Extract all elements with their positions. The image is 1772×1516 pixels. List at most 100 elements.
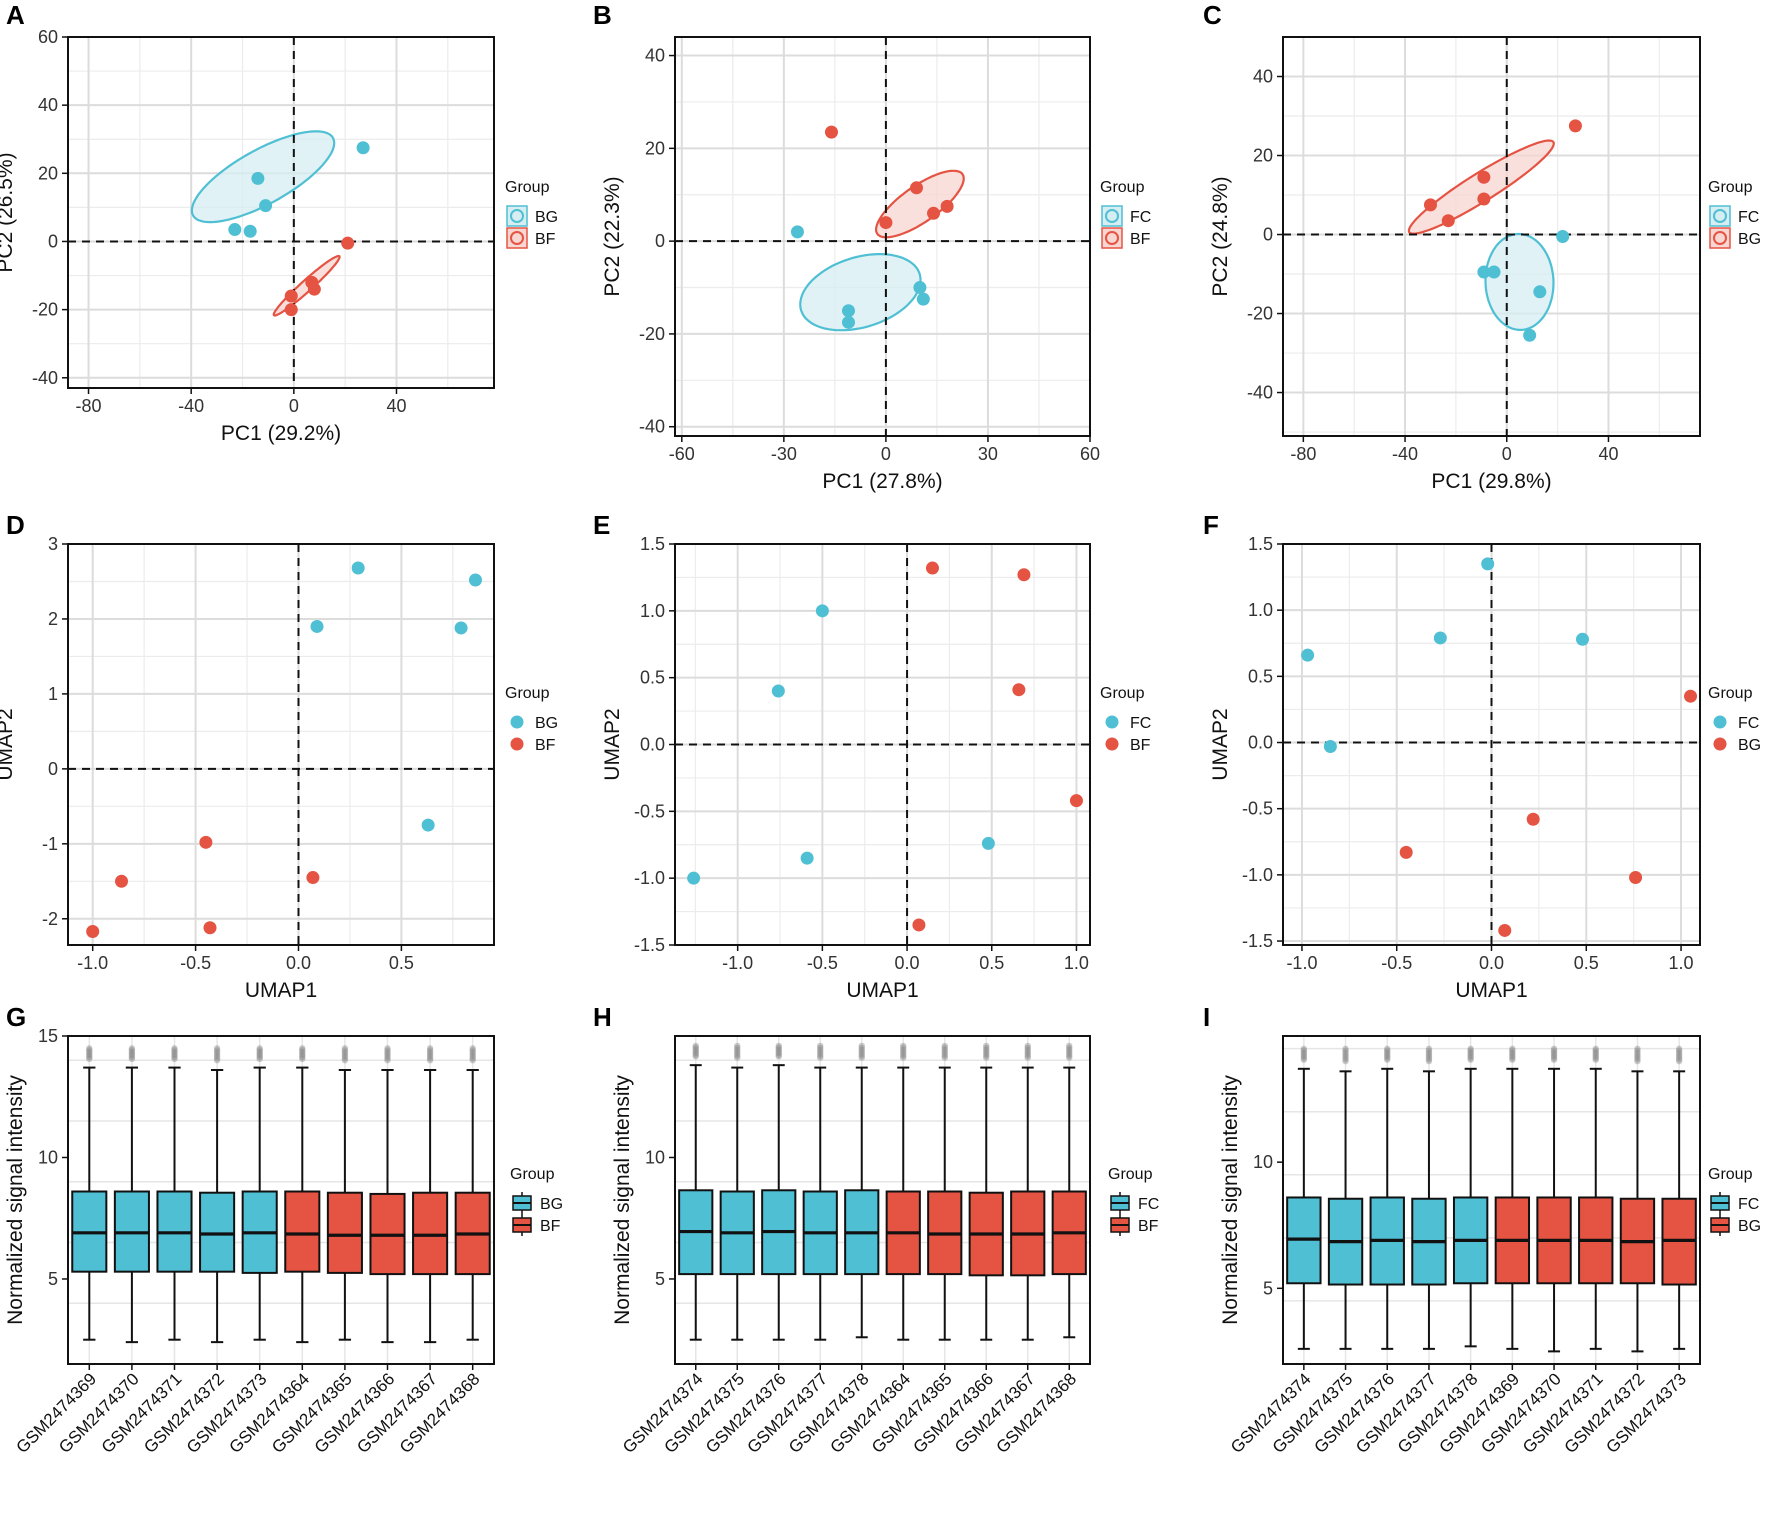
outlier-point [858, 1046, 865, 1054]
outlier-point [256, 1045, 263, 1052]
outlier-point [213, 1055, 221, 1062]
data-point-fc [1433, 631, 1447, 645]
x-tick-label: 0 [1502, 444, 1512, 464]
legend-label: BG [535, 715, 558, 732]
y-axis-title: Normalized signal intensity [611, 1075, 634, 1325]
outlier-point [86, 1052, 93, 1059]
data-point-bf [284, 303, 298, 317]
legend-key-dot [510, 715, 524, 729]
outlier-point [1300, 1052, 1308, 1060]
legend-key [506, 205, 528, 227]
outlier-point [1300, 1051, 1308, 1058]
outlier-point [1675, 1051, 1683, 1059]
outlier-point [1425, 1047, 1433, 1055]
outlier-point [1300, 1056, 1308, 1063]
outlier-point [469, 1055, 476, 1062]
legend-label: BF [540, 1218, 561, 1235]
data-point-fc [913, 281, 927, 295]
outlier-point [941, 1052, 948, 1059]
data-point-bg [1684, 689, 1698, 703]
outlier-point [1550, 1056, 1558, 1063]
outlier-point [426, 1045, 434, 1052]
legend: Group FC BG [1708, 179, 1761, 249]
outlier-point [858, 1042, 865, 1050]
data-point-fc [841, 304, 855, 318]
outlier-point [1342, 1049, 1349, 1057]
data-point-bg [1477, 192, 1491, 206]
legend-title: Group [505, 179, 550, 196]
plot-frame [1282, 36, 1701, 437]
outlier-point [341, 1049, 349, 1056]
plot-frame [67, 1035, 495, 1365]
y-tick-label: -1.0 [1242, 865, 1273, 885]
plot-area [1283, 544, 1700, 945]
outlier-point [692, 1049, 699, 1057]
legend-key-dot [1713, 715, 1727, 729]
outlier-point [775, 1049, 782, 1057]
outlier-point [384, 1045, 391, 1052]
outlier-point [384, 1051, 391, 1058]
panel-g: GGSM2474369GSM2474370GSM2474371GSM247437… [4, 1002, 563, 1457]
outlier-point [1509, 1056, 1516, 1063]
data-point-bf [879, 216, 893, 230]
outlier-point [341, 1056, 349, 1064]
outlier-point [900, 1042, 907, 1050]
data-point-bg [1629, 871, 1643, 885]
outlier-point [1024, 1046, 1031, 1054]
x-tick-label: 1.0 [1669, 953, 1694, 973]
outlier-point [1592, 1047, 1599, 1054]
data-point-bf [1017, 568, 1031, 582]
outlier-point [1467, 1049, 1474, 1056]
legend: Group FC BG [1708, 685, 1761, 754]
outlier-point [692, 1051, 699, 1058]
legend-label: FC [1738, 715, 1759, 732]
data-point-bg [243, 224, 257, 238]
plot-area [68, 1036, 494, 1364]
x-tick-label: 0 [881, 444, 891, 464]
data-point-fc [981, 836, 995, 850]
outlier-point [1384, 1045, 1391, 1053]
legend-title: Group [1708, 685, 1753, 702]
outlier-point [734, 1050, 741, 1058]
x-tick-label: -60 [669, 444, 695, 464]
x-axis-title: PC1 (29.2%) [221, 422, 341, 445]
legend-key-dot [1105, 715, 1119, 729]
outlier-point [1509, 1054, 1516, 1062]
outlier-point [384, 1056, 391, 1064]
legend-label: FC [1130, 715, 1151, 732]
data-point-bf [341, 236, 355, 250]
legend-title: Group [510, 1166, 555, 1183]
panel-letter: B [593, 0, 612, 30]
outlier-point [1342, 1053, 1349, 1061]
outlier-point [426, 1051, 434, 1058]
y-tick-label: 0.0 [1248, 733, 1273, 753]
plot-frame [674, 1035, 1091, 1365]
outlier-point [86, 1050, 93, 1057]
x-tick-label: -80 [1290, 444, 1316, 464]
y-tick-label: 20 [645, 138, 665, 158]
plot-frame [674, 36, 1091, 437]
legend: Group FC BF [1108, 1166, 1159, 1236]
legend-key [506, 227, 528, 249]
outlier-point [469, 1047, 476, 1054]
legend-title: Group [505, 685, 550, 702]
outlier-point [1509, 1047, 1516, 1054]
outlier-point [1592, 1056, 1599, 1063]
plot-area [68, 37, 494, 388]
legend: Group BG BF [505, 179, 558, 249]
outlier-point [775, 1051, 782, 1058]
outlier-point [469, 1053, 476, 1060]
outlier-point [128, 1052, 136, 1059]
y-tick-label: -40 [32, 368, 58, 388]
outlier-point [213, 1056, 221, 1064]
panel-f: F -1.0 -0.5 0.0 0.5 1.0 UMAP1 -1.5 -1.0 -0.5 0.0 0.… [1203, 510, 1761, 1002]
x-tick-label: -0.5 [807, 953, 838, 973]
legend-label: BG [1738, 231, 1761, 248]
x-tick-label: 0.5 [1574, 953, 1599, 973]
legend-label: BG [540, 1196, 563, 1213]
x-tick-label: 0.0 [895, 953, 920, 973]
data-point-bf [824, 125, 838, 139]
panel-letter: G [6, 1002, 26, 1032]
x-axis-title: UMAP1 [245, 979, 317, 1002]
plot-frame [67, 36, 495, 389]
